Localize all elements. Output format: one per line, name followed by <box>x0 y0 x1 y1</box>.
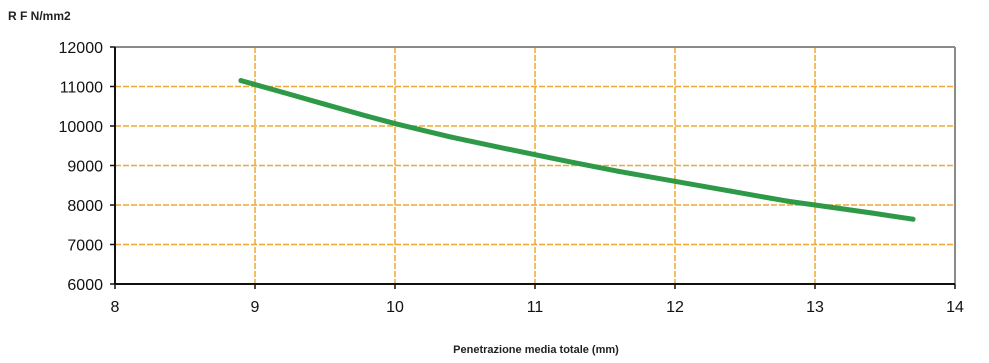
data-point <box>728 188 734 194</box>
y-tick-label: 11000 <box>60 80 103 97</box>
x-ticks: 8 9 10 11 12 13 14 <box>111 284 964 316</box>
data-point <box>868 210 874 216</box>
y-tick-label: 9000 <box>67 159 103 176</box>
y-tick-label: 8000 <box>67 198 103 215</box>
data-point <box>364 113 370 119</box>
x-tick-label: 10 <box>386 299 404 316</box>
y-tick-label: 7000 <box>67 238 103 255</box>
data-point <box>392 121 398 127</box>
data-point <box>322 101 328 107</box>
data-point <box>238 78 244 84</box>
x-tick-label: 8 <box>111 299 120 316</box>
y-ticks: 6000 7000 8000 9000 10000 11000 12000 <box>59 40 115 294</box>
data-point <box>672 178 678 184</box>
data-point <box>616 168 622 174</box>
x-tick-label: 11 <box>527 299 544 316</box>
y-tick-label: 10000 <box>59 119 104 136</box>
data-point <box>448 134 454 140</box>
data-point <box>280 89 286 95</box>
x-tick-label: 12 <box>666 299 684 316</box>
x-tick-label: 9 <box>251 299 260 316</box>
data-point <box>784 198 790 204</box>
data-point <box>504 146 510 152</box>
x-tick-label: 13 <box>806 299 824 316</box>
x-axis-label: Penetrazione media totale (mm) <box>453 344 619 356</box>
data-point <box>812 202 818 208</box>
y-tick-label: 12000 <box>59 40 104 57</box>
data-point <box>560 157 566 163</box>
data-point <box>910 216 916 222</box>
y-axis-label: R F N/mm2 <box>8 9 71 23</box>
series-line <box>238 78 916 222</box>
y-tick-label: 6000 <box>67 277 103 294</box>
series-group <box>238 78 916 222</box>
x-tick-label: 14 <box>946 299 964 316</box>
